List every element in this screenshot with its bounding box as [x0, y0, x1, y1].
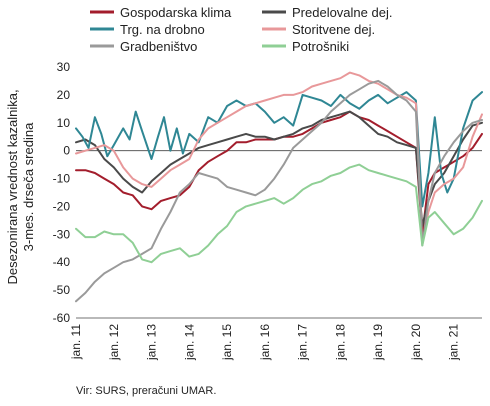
legend-label: Storitvene dej. [292, 22, 375, 37]
x-tick-label: jan. 11 [69, 324, 83, 360]
y-tick-label: 0 [63, 144, 70, 158]
x-tick-label: jan. 15 [220, 324, 234, 361]
y-axis-label-line-1: Desezonirana vrednost kazalnika, [5, 89, 20, 284]
x-tick: jan. 14 [182, 324, 196, 361]
x-tick: jan. 16 [258, 324, 272, 361]
source-note: Vir: SURS, preračuni UMAR. [76, 385, 216, 397]
y-axis-label-line-2: 3-mes. drseča sredina [21, 122, 36, 251]
series-line-5 [75, 163, 483, 264]
legend-item: Gospodarska klima [90, 5, 232, 20]
legend-label: Predelovalne dej. [292, 5, 392, 20]
x-tick: jan. 21 [447, 324, 461, 361]
x-tick: jan. 17 [296, 324, 310, 361]
legend-label: Trg. na drobno [120, 22, 205, 37]
x-tick-label: jan. 13 [145, 324, 159, 361]
y-tick-label: -60 [53, 311, 71, 325]
y-tick-label: -30 [53, 227, 71, 241]
x-tick: jan. 20 [409, 324, 423, 361]
x-axis: jan. 11 jan. 12 jan. 13 jan. 14 jan. 15 jan. … [69, 324, 461, 361]
y-axis: 30 20 10 0 -10 -20 -30 -40 -50 -60 [53, 60, 71, 325]
x-tick-label: jan. 17 [296, 324, 310, 361]
x-tick: jan. 15 [220, 324, 234, 361]
plot-area [75, 71, 483, 303]
y-tick-label: -20 [53, 199, 71, 213]
legend-item: Trg. na drobno [90, 22, 205, 37]
x-tick-label: jan. 14 [182, 324, 196, 361]
legend-item: Potrošniki [262, 39, 349, 54]
x-tick: jan. 12 [107, 324, 121, 361]
y-tick-label: 20 [57, 88, 71, 102]
x-tick: jan. 13 [145, 324, 159, 361]
series-line-4 [75, 79, 483, 303]
x-tick-label: jan. 20 [409, 324, 423, 361]
x-tick-label: jan. 12 [107, 324, 121, 361]
legend-label: Gospodarska klima [120, 5, 232, 20]
x-tick-label: jan. 18 [333, 324, 347, 361]
legend-item: Gradbeništvo [90, 39, 197, 54]
x-tick: jan. 11 [69, 324, 83, 360]
y-tick-label: 10 [57, 116, 71, 130]
y-tick-label: -50 [53, 283, 71, 297]
legend: Gospodarska klima Predelovalne dej. Trg. n… [90, 5, 392, 54]
x-tick: jan. 18 [333, 324, 347, 361]
x-tick-label: jan. 19 [371, 324, 385, 361]
legend-item: Predelovalne dej. [262, 5, 392, 20]
legend-label: Gradbeništvo [120, 39, 197, 54]
y-tick-label: 30 [57, 60, 71, 74]
legend-item: Storitvene dej. [262, 22, 375, 37]
legend-label: Potrošniki [292, 39, 349, 54]
y-tick-label: -40 [53, 255, 71, 269]
x-tick-label: jan. 16 [258, 324, 272, 361]
x-tick: jan. 19 [371, 324, 385, 361]
series-line-2 [75, 91, 483, 208]
grid [76, 150, 482, 319]
y-tick-label: -10 [53, 172, 71, 186]
x-tick-label: jan. 21 [447, 324, 461, 361]
